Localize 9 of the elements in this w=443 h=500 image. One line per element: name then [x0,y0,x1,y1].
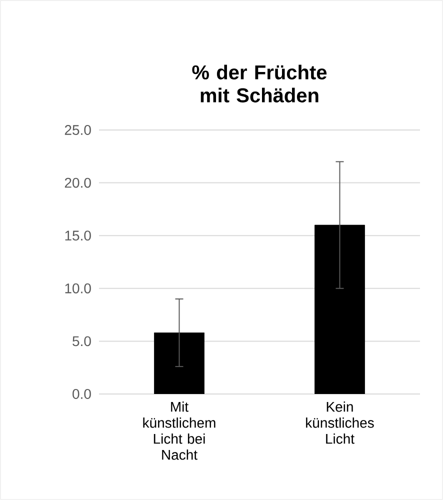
y-tick-label: 25.0 [64,125,91,135]
y-tick-label: 10.0 [65,283,91,294]
y-tick-label: 5.0 [72,336,91,346]
y-tick-label: 20.0 [64,178,91,188]
x-tick-label: Kein künstliches Licht [306,402,374,444]
y-tick-label: 15.0 [65,230,91,241]
x-tick-label: Mit künstlichem Licht bei Nacht [143,402,216,460]
y-tick-label: 0.0 [72,389,91,399]
chart-title: % der Früchte mit Schäden [192,64,327,102]
